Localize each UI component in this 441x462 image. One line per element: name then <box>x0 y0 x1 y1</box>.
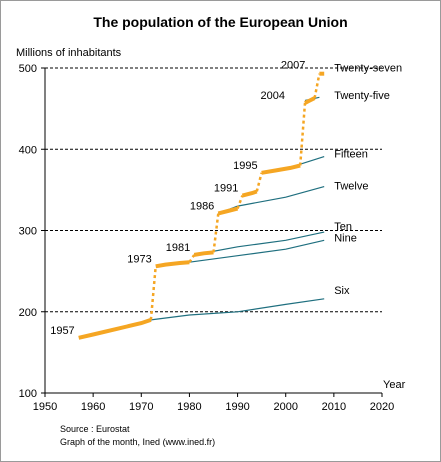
y-tick-label: 500 <box>19 63 37 75</box>
eu-enlargement-jump <box>212 213 220 253</box>
eu-population-segment <box>261 163 301 175</box>
year-annotation: 1995 <box>233 160 257 172</box>
chart-title: The population of the European Union <box>93 14 348 30</box>
series-line-ten <box>194 231 325 256</box>
series-line-six <box>150 298 325 321</box>
credit-note: Graph of the month, Ined (www.ined.fr) <box>60 437 216 447</box>
y-axis-label: Millions of inhabitants <box>16 47 122 59</box>
eu-population-segment <box>155 260 190 269</box>
series-label: Nine <box>334 232 357 244</box>
x-tick-label: 1950 <box>33 401 57 413</box>
x-tick-label: 2020 <box>370 401 394 413</box>
source-note: Source : Eurostat <box>60 424 130 434</box>
x-tick-label: 1980 <box>177 401 201 413</box>
year-annotation: 2007 <box>281 60 305 72</box>
year-annotation: 1973 <box>127 253 151 265</box>
x-axis-label: Year <box>383 379 406 391</box>
x-tick-label: 1990 <box>225 401 249 413</box>
year-annotation: 1981 <box>166 242 190 254</box>
series-label: Twenty-seven <box>334 63 402 75</box>
year-annotation: 1986 <box>190 200 214 212</box>
eu-enlargement-jump <box>236 195 244 210</box>
eu-enlargement-jump <box>255 172 263 192</box>
eu-enlargement-jump <box>298 102 307 166</box>
y-tick-label: 300 <box>19 226 37 238</box>
y-tick-label: 100 <box>19 388 37 400</box>
chart-footer: Source : Eurostat Graph of the month, In… <box>60 423 215 449</box>
year-annotation: 2004 <box>260 90 284 102</box>
year-annotation: 1991 <box>214 183 238 195</box>
series-label: Six <box>334 285 350 297</box>
eu-population-segment <box>78 318 152 340</box>
eu-enlargement-jump <box>188 254 196 263</box>
eu-enlargement-jump <box>313 73 321 99</box>
x-tick-label: 1970 <box>129 401 153 413</box>
x-tick-label: 2010 <box>322 401 346 413</box>
eu-population-segment <box>241 189 258 198</box>
eu-enlargement-jump <box>149 266 157 321</box>
eu-population-segment <box>304 96 316 105</box>
series-label: Fifteen <box>334 149 368 161</box>
y-tick-label: 400 <box>19 144 37 156</box>
series-label: Ten <box>334 221 352 233</box>
series-line-nine <box>189 239 325 263</box>
eu-population-segment <box>217 206 239 216</box>
y-tick-label: 200 <box>19 307 37 319</box>
year-annotation: 1957 <box>50 325 74 337</box>
x-tick-label: 2000 <box>273 401 297 413</box>
series-label: Twenty-five <box>334 90 390 102</box>
eu-population-segment <box>193 250 214 257</box>
series-label: Twelve <box>334 181 368 193</box>
x-tick-label: 1960 <box>81 401 105 413</box>
